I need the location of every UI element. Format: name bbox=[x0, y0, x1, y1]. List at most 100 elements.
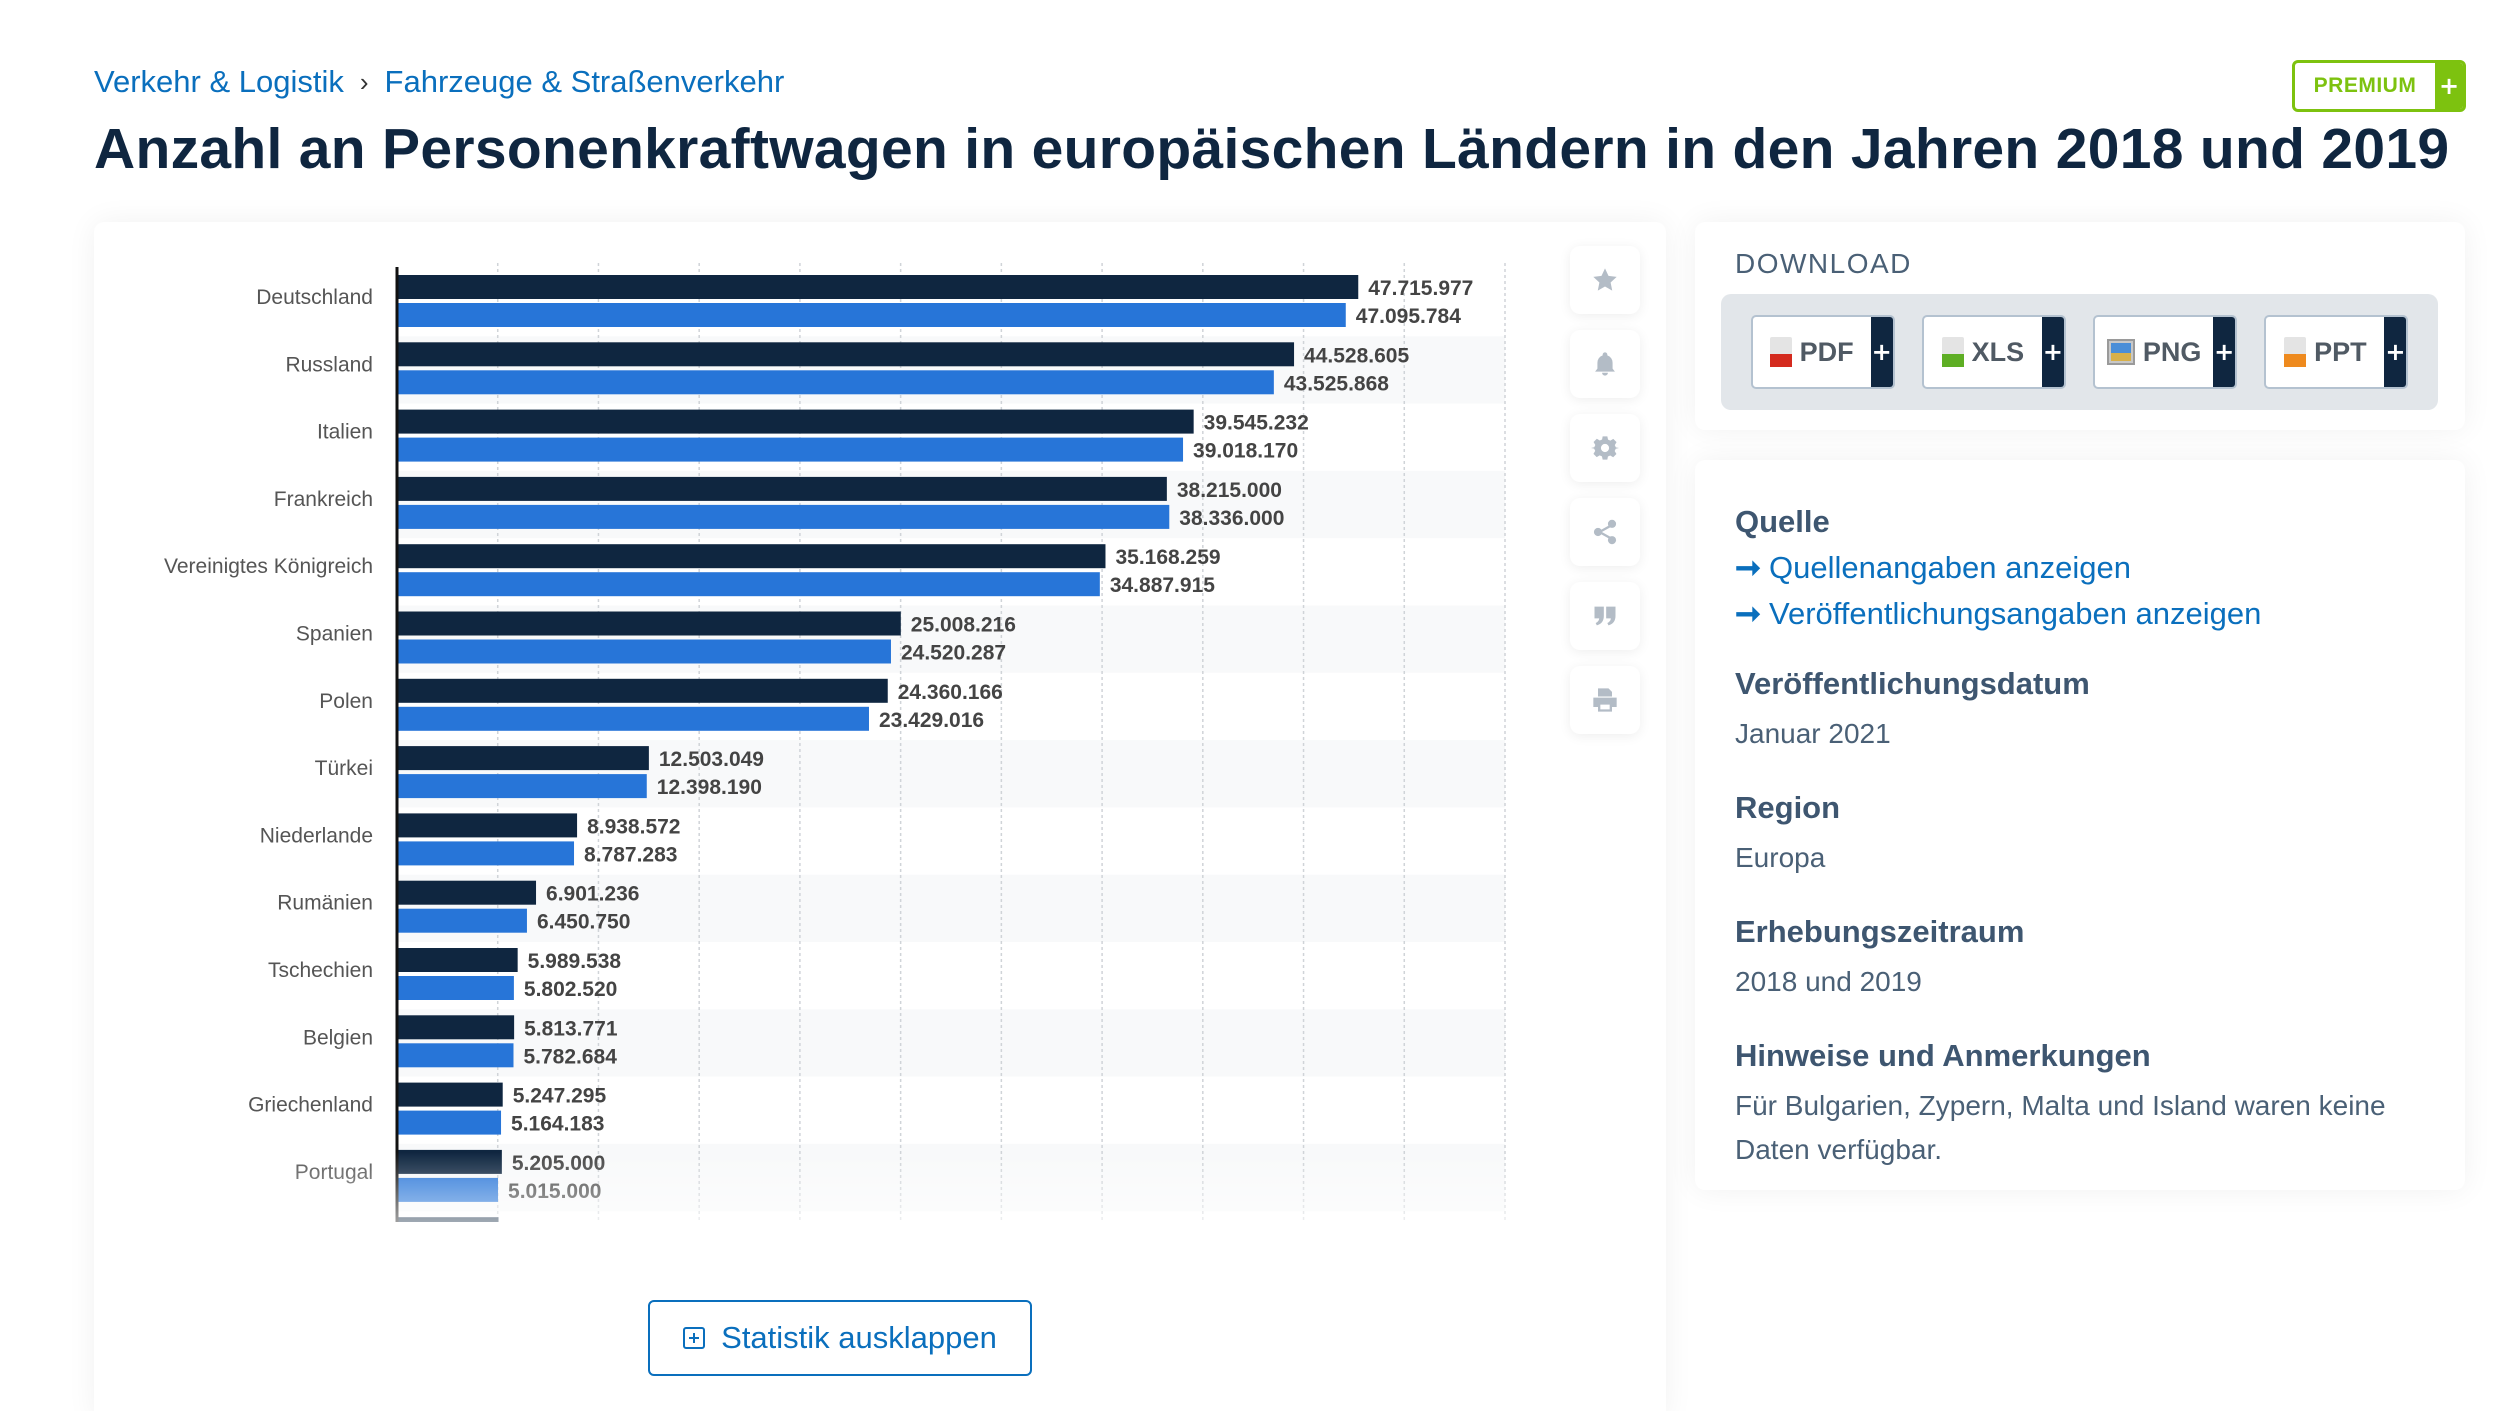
bar-2019[interactable] bbox=[397, 639, 891, 664]
data-label: 25.008.216 bbox=[911, 614, 1016, 637]
bar-2018[interactable] bbox=[397, 678, 888, 703]
bar-2019[interactable] bbox=[397, 774, 647, 799]
breadcrumb-item-fahrzeuge[interactable]: Fahrzeuge & Straßenverkehr bbox=[384, 64, 785, 99]
bar-2019[interactable] bbox=[397, 1110, 502, 1135]
plus-icon: + bbox=[2435, 63, 2463, 109]
download-ppt-content: PPT bbox=[2266, 317, 2384, 387]
bar-2018[interactable] bbox=[397, 476, 1167, 501]
bar-2018[interactable] bbox=[397, 1015, 515, 1040]
data-label: 5.989.538 bbox=[528, 950, 622, 973]
bar-2019[interactable] bbox=[397, 572, 1100, 597]
category-label: Deutschland bbox=[256, 286, 373, 309]
data-label: 8.787.283 bbox=[584, 843, 677, 866]
favorite-button[interactable] bbox=[1570, 246, 1640, 314]
data-label: 47.715.977 bbox=[1368, 277, 1473, 300]
bar-2018[interactable] bbox=[397, 611, 901, 636]
bar-2018[interactable] bbox=[397, 342, 1295, 367]
bar-2018[interactable] bbox=[397, 275, 1359, 299]
region-value: Europa bbox=[1735, 842, 1826, 873]
bar-2019[interactable] bbox=[397, 1043, 514, 1068]
category-label: Italien bbox=[317, 421, 373, 444]
category-label: Niederlande bbox=[260, 824, 373, 847]
data-label: 5.247.295 bbox=[513, 1085, 607, 1108]
bar-2019[interactable] bbox=[397, 504, 1170, 529]
bar-2019[interactable] bbox=[397, 303, 1346, 327]
category-label: Vereinigtes Königreich bbox=[164, 555, 373, 578]
premium-badge[interactable]: PREMIUM + bbox=[2292, 60, 2466, 112]
plus-square-icon bbox=[683, 1327, 706, 1349]
category-label: Belgien bbox=[303, 1026, 373, 1049]
page-title: Anzahl an Personenkraftwagen in europäis… bbox=[94, 117, 2450, 181]
survey-period-value: 2018 und 2019 bbox=[1735, 966, 1922, 997]
notes-heading: Hinweise und Anmerkungen bbox=[1735, 1038, 2151, 1073]
print-button[interactable] bbox=[1570, 666, 1640, 734]
data-label: 5.039.548 bbox=[509, 1219, 603, 1222]
show-source-link[interactable]: ➞ Quellenangaben anzeigen bbox=[1735, 550, 2425, 586]
xls-file-icon bbox=[1941, 337, 1964, 367]
bar-2018[interactable] bbox=[397, 880, 537, 905]
expand-statistic-button[interactable]: Statistik ausklappen bbox=[648, 1300, 1032, 1376]
share-button[interactable] bbox=[1570, 498, 1640, 566]
plus-icon: + bbox=[1870, 317, 1893, 387]
bar-2019[interactable] bbox=[397, 841, 575, 866]
data-label: 5.015.000 bbox=[508, 1180, 601, 1203]
bar-2018[interactable] bbox=[397, 948, 518, 972]
download-png-button[interactable]: PNG + bbox=[2093, 315, 2238, 389]
bar-2019[interactable] bbox=[397, 437, 1184, 462]
data-label: 5.813.771 bbox=[524, 1017, 618, 1040]
download-ppt-button[interactable]: PPT + bbox=[2264, 315, 2409, 389]
bar-2019[interactable] bbox=[397, 706, 869, 731]
pdf-file-icon bbox=[1769, 337, 1792, 367]
category-label: Griechenland bbox=[248, 1094, 373, 1117]
bar-2018[interactable] bbox=[397, 813, 578, 838]
row-background bbox=[397, 874, 1505, 942]
show-publication-link[interactable]: ➞ Veröffentlichungsangaben anzeigen bbox=[1735, 596, 2425, 632]
premium-label: PREMIUM bbox=[2313, 74, 2417, 97]
download-pdf-content: PDF bbox=[1753, 317, 1871, 387]
category-label: Türkei bbox=[315, 757, 373, 780]
bar-2018[interactable] bbox=[397, 544, 1106, 569]
data-label: 39.545.232 bbox=[1204, 412, 1309, 435]
download-card: DOWNLOAD PDF + XLS + PNG bbox=[1695, 222, 2465, 430]
data-label: 12.398.190 bbox=[657, 776, 762, 799]
source-links: ➞ Quellenangaben anzeigen ➞ Veröffentlic… bbox=[1735, 550, 2425, 632]
data-label: 5.205.000 bbox=[512, 1152, 605, 1175]
plus-icon: + bbox=[2384, 317, 2407, 387]
data-label: 5.802.520 bbox=[524, 978, 617, 1001]
bar-2018[interactable] bbox=[397, 409, 1194, 434]
download-xls-button[interactable]: XLS + bbox=[1921, 315, 2066, 389]
download-xls-label: XLS bbox=[1971, 336, 2025, 367]
bar-2019[interactable] bbox=[397, 1177, 499, 1202]
bar-2019[interactable] bbox=[397, 976, 514, 1000]
gear-icon bbox=[1591, 436, 1619, 460]
print-icon bbox=[1593, 688, 1617, 712]
data-label: 44.528.605 bbox=[1304, 344, 1409, 367]
bar-2019[interactable] bbox=[397, 908, 527, 933]
data-label: 38.215.000 bbox=[1177, 479, 1282, 502]
bell-icon bbox=[1595, 352, 1615, 376]
download-title: DOWNLOAD bbox=[1735, 248, 1912, 279]
breadcrumb-item-verkehr-logistik[interactable]: Verkehr & Logistik bbox=[94, 64, 344, 99]
data-label: 6.450.750 bbox=[537, 911, 630, 934]
data-label: 12.503.049 bbox=[659, 748, 764, 771]
download-pdf-button[interactable]: PDF + bbox=[1750, 315, 1895, 389]
bar-2019[interactable] bbox=[397, 370, 1274, 395]
data-label: 23.429.016 bbox=[879, 709, 984, 732]
info-card: Quelle ➞ Quellenangaben anzeigen ➞ Veröf… bbox=[1695, 460, 2465, 1190]
tool-sidebar bbox=[1570, 246, 1640, 750]
cite-button[interactable] bbox=[1570, 582, 1640, 650]
data-label: 24.360.166 bbox=[898, 681, 1003, 704]
data-label: 6.901.236 bbox=[546, 883, 639, 906]
category-label: Tschechien bbox=[268, 959, 373, 982]
notes-value: Für Bulgarien, Zypern, Malta und Island … bbox=[1735, 1090, 2386, 1165]
notification-button[interactable] bbox=[1570, 330, 1640, 398]
bar-2018[interactable] bbox=[397, 1217, 499, 1222]
bar-2018[interactable] bbox=[397, 746, 649, 771]
arrow-right-icon: ➞ bbox=[1735, 550, 1761, 585]
bar-2018[interactable] bbox=[397, 1082, 503, 1107]
bar-2018[interactable] bbox=[397, 1149, 502, 1174]
download-png-label: PNG bbox=[2142, 336, 2202, 367]
category-label: Frankreich bbox=[274, 488, 373, 511]
settings-button[interactable] bbox=[1570, 414, 1640, 482]
category-label: Russland bbox=[285, 353, 373, 376]
